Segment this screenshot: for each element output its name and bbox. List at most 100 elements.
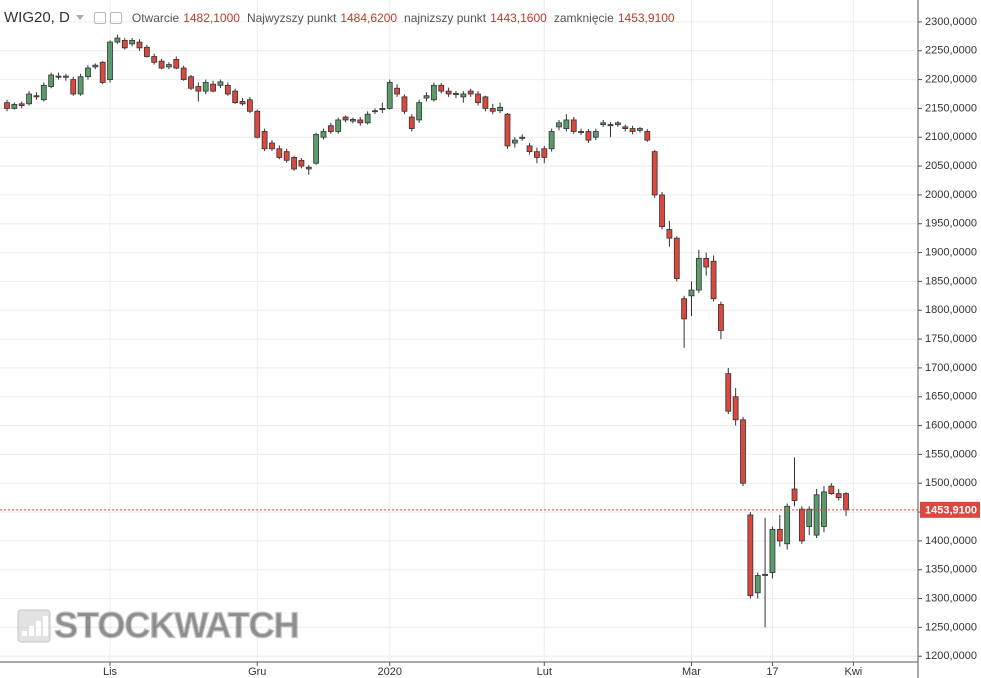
candle-body (497, 106, 504, 112)
candle-body (77, 76, 84, 95)
candle-body (372, 110, 378, 113)
legend-value: 1443,1600 (490, 10, 547, 25)
candle-body (592, 131, 599, 138)
y-tick-label: 2100,0000 (925, 131, 977, 143)
candle-body (519, 136, 526, 139)
candle-body (158, 60, 165, 69)
candle-body (806, 508, 813, 527)
watermark-text: STOCKWATCH (54, 605, 299, 646)
candle-body (364, 113, 371, 124)
candle-body (489, 108, 496, 112)
candle-body (541, 148, 548, 158)
candle-body (791, 488, 798, 501)
y-tick-label: 1350,0000 (925, 564, 977, 576)
last-price-box (920, 501, 980, 518)
watermark-logo-bar (29, 626, 34, 636)
candle-body (401, 96, 408, 112)
candle-body (166, 64, 172, 68)
candle-body (320, 131, 327, 138)
watermark-logo-bar (36, 621, 41, 636)
watermark-logo-bar (22, 631, 27, 636)
y-tick-label: 2200,0000 (925, 73, 977, 85)
x-tick-label: Gru (248, 666, 266, 678)
candle-body (769, 528, 776, 574)
y-tick-label: 2050,0000 (925, 160, 977, 172)
candle-body (379, 108, 386, 110)
candle-body (570, 119, 577, 132)
y-tick-label: 1950,0000 (925, 218, 977, 230)
candle-body (129, 39, 136, 45)
candle-body (408, 116, 415, 129)
candle-body (416, 102, 423, 121)
header: WIG20, D Otwarcie 1482,1000 Najwyzszy pu… (4, 9, 678, 26)
legend-value: 1453,9100 (617, 10, 675, 25)
candle-body (821, 491, 827, 527)
candle-body (835, 493, 842, 499)
candle-body (276, 148, 283, 158)
candle-body (85, 67, 91, 78)
candle-body (813, 494, 820, 536)
candle-body (254, 110, 261, 138)
candle-body (40, 84, 47, 101)
legend-label: Otwarcie (131, 10, 180, 25)
candle-body (784, 505, 791, 545)
candle-body (48, 74, 55, 87)
legend-label: Najwyzszy punkt (246, 10, 337, 25)
legend-value: 1482,1000 (183, 10, 240, 25)
candle-body (482, 96, 489, 109)
dropdown-arrow[interactable] (75, 15, 84, 20)
candle-body (151, 56, 158, 63)
candle-body (121, 39, 128, 49)
candle-body (327, 125, 334, 132)
x-tick-label: 17 (766, 666, 778, 678)
candle-body (224, 84, 231, 95)
candle-body (394, 87, 400, 95)
candle-body (798, 508, 805, 542)
candle-body (585, 131, 592, 141)
candle-body (26, 93, 32, 105)
candle-body (607, 124, 614, 127)
y-tick-label: 1300,0000 (925, 592, 977, 604)
candle-body (70, 79, 77, 95)
y-tick-label: 1750,0000 (925, 333, 977, 345)
watermark: STOCKWATCH (17, 604, 300, 646)
candle-body (504, 113, 511, 147)
y-tick-label: 1650,0000 (925, 391, 977, 403)
candle-body (62, 75, 69, 78)
candle-body (548, 131, 555, 150)
candle-body (188, 76, 194, 89)
settings-icon[interactable] (93, 11, 106, 24)
candle-body (534, 151, 540, 158)
candle-body (622, 126, 629, 129)
x-tick-label: Lis (103, 666, 118, 678)
candle-body (637, 128, 643, 131)
y-tick-label: 1900,0000 (925, 246, 977, 258)
candle-body (4, 102, 10, 109)
candle-body (232, 90, 239, 104)
candle-body (600, 122, 607, 125)
candle-body (644, 131, 651, 141)
candle-body (526, 145, 533, 153)
candle-body (614, 122, 621, 125)
candle-body (291, 157, 297, 170)
candle-body (342, 116, 349, 121)
candle-body (173, 58, 180, 69)
candle-body (269, 142, 275, 150)
candle-body (740, 419, 746, 484)
legend-label: zamknięcie (553, 10, 614, 25)
y-tick-label: 1600,0000 (925, 419, 977, 431)
candle-body (202, 82, 209, 92)
candle-body (556, 122, 562, 128)
candle-body (180, 67, 187, 80)
settings-icon[interactable] (109, 11, 122, 24)
candle-body (107, 41, 113, 80)
candle-body (423, 95, 430, 99)
candle-body (33, 95, 40, 98)
candle-body (460, 93, 467, 98)
candle-body (563, 119, 570, 129)
y-tick-label: 1250,0000 (925, 621, 977, 633)
candle-body (578, 131, 584, 134)
candle-body (762, 573, 768, 576)
y-tick-label: 1200,0000 (925, 650, 977, 662)
